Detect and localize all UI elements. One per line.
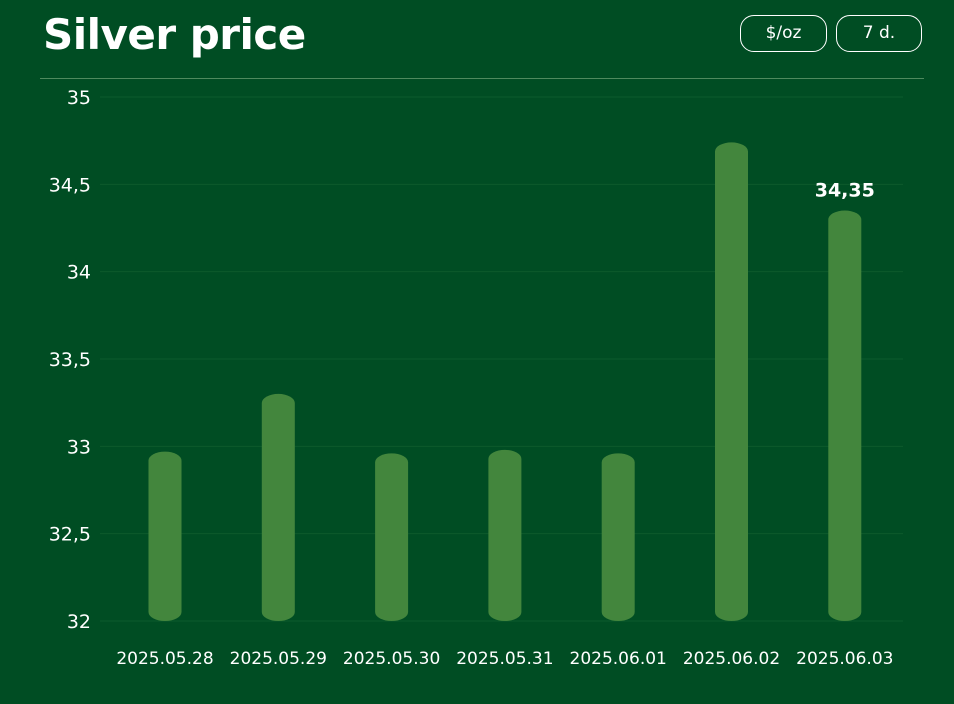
x-tick-label: 2025.06.02 bbox=[683, 649, 780, 669]
header-divider bbox=[40, 78, 924, 79]
data-label: 34,35 bbox=[815, 180, 875, 202]
x-tick-label: 2025.06.01 bbox=[570, 649, 667, 669]
x-tick-label: 2025.05.28 bbox=[116, 649, 213, 669]
y-tick-label: 33,5 bbox=[49, 349, 91, 371]
y-tick-label: 34 bbox=[67, 262, 91, 284]
bar bbox=[828, 210, 862, 622]
x-tick-label: 2025.05.31 bbox=[456, 649, 553, 669]
y-tick-label: 33 bbox=[67, 436, 91, 458]
bar bbox=[715, 142, 748, 621]
bar bbox=[488, 449, 522, 621]
x-tick-label: 2025.05.29 bbox=[230, 649, 327, 669]
bar bbox=[375, 453, 409, 621]
y-tick-label: 35 bbox=[67, 87, 91, 109]
chart-header: Silver price $/oz 7 d. bbox=[0, 0, 954, 78]
time-range-button[interactable]: 7 d. bbox=[836, 15, 922, 52]
bar bbox=[261, 393, 295, 621]
bar bbox=[148, 451, 182, 621]
y-tick-label: 32,5 bbox=[49, 524, 91, 546]
x-tick-label: 2025.06.03 bbox=[796, 649, 893, 669]
y-tick-label: 32 bbox=[67, 611, 91, 633]
y-tick-label: 34,5 bbox=[49, 174, 91, 196]
x-tick-label: 2025.05.30 bbox=[343, 649, 440, 669]
unit-toggle-button[interactable]: $/oz bbox=[740, 15, 827, 52]
bar bbox=[601, 453, 635, 621]
chart-title: Silver price bbox=[43, 10, 306, 59]
